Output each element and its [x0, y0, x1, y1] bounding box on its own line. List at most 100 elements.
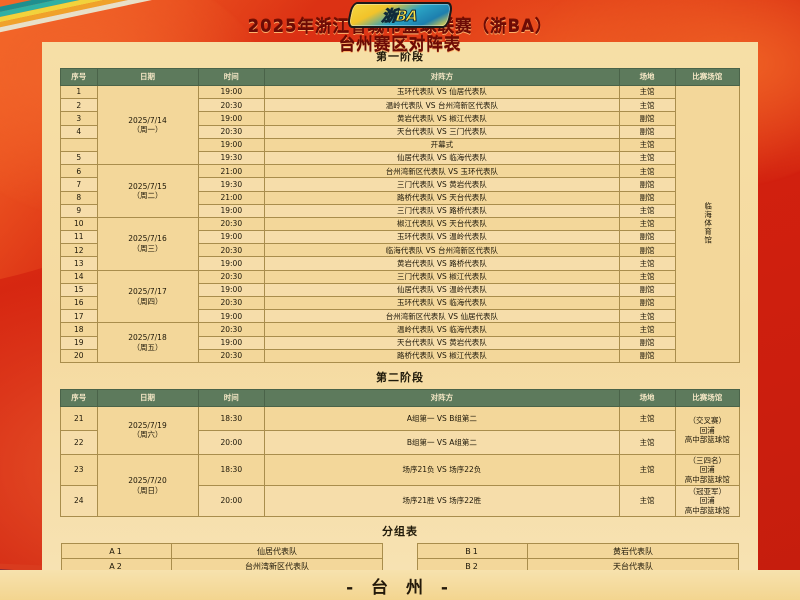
stage1-cell-time: 20:30 — [197, 269, 266, 284]
stage1-cell-time: 21:00 — [197, 164, 266, 179]
stage1-cell-match: 黄岩代表队 VS 椒江代表队 — [264, 111, 620, 126]
stage1-row: 18 2025/7/18 （周五） 20:30 温岭代表队 VS 临海代表队 主馆 — [60, 322, 740, 363]
stage1-cell-no: 12 — [60, 243, 98, 258]
stage1-cell-time: 19:00 — [197, 230, 266, 245]
stage1-cell-place: 副馆 — [618, 124, 676, 139]
stage2-cell-match: B组第一 VS A组第二 — [264, 429, 620, 455]
stage1-cell-no: 16 — [60, 295, 98, 311]
stage2-row: 24 20:00 场序21胜 VS 场序22胜 主馆 （冠亚军） 回浦 高中部篮球馆 — [60, 485, 740, 518]
stage2-header-row: 序号 日期 时间 对阵方 场地 比赛场馆 — [60, 388, 740, 407]
stage1-cell-time: 19:00 — [197, 282, 266, 298]
stage1-cell-time: 19:00 — [197, 137, 266, 152]
stage1-cell-no: 17 — [60, 309, 98, 324]
stage1-col-date: 日期 — [96, 68, 199, 86]
stage1-row: 1 2025/7/14 （周一） 19:00 玉环代表队 VS 仙居代表队 主馆 临海体育馆 — [60, 84, 740, 363]
stage1-cell-match: 路桥代表队 VS 天台代表队 — [264, 190, 620, 205]
stage1-cell-no: 2 — [60, 98, 98, 113]
stage1-cell-place: 主馆 — [618, 269, 676, 284]
stage1-cell-no: 6 — [60, 164, 98, 179]
stage2-cell-time: 20:00 — [197, 429, 266, 455]
stage2-cell-no: 22 — [60, 429, 98, 455]
stage1-cell-date: 2025/7/17 （周四） — [96, 269, 199, 324]
stage1-cell-no: 19 — [60, 335, 98, 350]
zhejiang-ba-logo: 浙BA — [346, 2, 454, 28]
stage1-cell-place: 主馆 — [618, 164, 676, 179]
stage1-table-body: 1 2025/7/14 （周一） 19:00 玉环代表队 VS 仙居代表队 主馆 临海体育馆… — [60, 84, 740, 363]
stage1-row: 2 20:30 温岭代表队 VS 台州湾新区代表队 主馆 — [60, 98, 740, 113]
stage1-cell-place: 主馆 — [618, 203, 676, 218]
stage2-cell-match: 场序21胜 VS 场序22胜 — [264, 485, 620, 518]
headline-line-2: 台州赛区对阵表 — [338, 34, 462, 54]
stage2-cell-match: A组第一 VS B组第二 — [264, 405, 620, 431]
stage1-cell-match: 天台代表队 VS 黄岩代表队 — [264, 335, 620, 350]
stage1-cell-no: 7 — [60, 177, 98, 192]
stage1-cell-time: 20:30 — [197, 216, 266, 232]
stage1-row: 15 19:00 仙居代表队 VS 温岭代表队 副馆 — [60, 282, 740, 298]
stage2-table-head: 序号 日期 时间 对阵方 场地 比赛场馆 — [60, 388, 740, 407]
stage2-cell-no: 24 — [60, 485, 98, 518]
stage1-row: 20 20:30 路桥代表队 VS 椒江代表队 副馆 — [60, 348, 740, 363]
stage1-row: 13 19:00 黄岩代表队 VS 路桥代表队 主馆 — [60, 256, 740, 271]
stage1-cell-match: 三门代表队 VS 黄岩代表队 — [264, 177, 620, 192]
stage1-row: 19 19:00 天台代表队 VS 黄岩代表队 副馆 — [60, 335, 740, 350]
stage2-col-match: 对阵方 — [264, 388, 620, 407]
stage1-cell-time: 20:30 — [197, 98, 266, 113]
stage1-cell-no: 5 — [60, 150, 98, 166]
stage1-cell-place: 主馆 — [618, 137, 676, 152]
stage1-cell-time: 19:00 — [197, 111, 266, 126]
group-b-row: B1 黄岩代表队 — [417, 543, 739, 560]
stage1-cell-place: 副馆 — [618, 295, 676, 311]
stage1-cell-place: 副馆 — [618, 243, 676, 258]
stage1-cell-time: 19:00 — [197, 335, 266, 350]
stage2-cell-venue: （交叉赛） 回浦 高中部篮球馆 — [674, 405, 740, 455]
stage2-cell-no: 23 — [60, 453, 98, 487]
stage1-cell-match: 玉环代表队 VS 仙居代表队 — [264, 84, 620, 100]
stage1-cell-date: 2025/7/18 （周五） — [96, 322, 199, 363]
stage1-cell-no: 1 — [60, 84, 98, 100]
stage1-cell-place: 主馆 — [618, 150, 676, 166]
stage1-table-head: 序号 日期 时间 对阵方 场地 比赛场馆 — [60, 68, 740, 86]
stage1-cell-place: 副馆 — [618, 282, 676, 298]
stage1-cell-place: 副馆 — [618, 335, 676, 350]
stage1-cell-no: 18 — [60, 322, 98, 337]
stage1-col-match: 对阵方 — [264, 68, 620, 86]
stage1-cell-place: 主馆 — [618, 216, 676, 232]
stage1-cell-place: 副馆 — [618, 230, 676, 245]
stage2-title: 第二阶段 — [376, 370, 424, 384]
stage1-cell-match: 温岭代表队 VS 台州湾新区代表队 — [264, 98, 620, 113]
stage1-col-time: 时间 — [197, 68, 266, 86]
stage2-cell-place: 主馆 — [618, 405, 676, 431]
stage1-cell-time: 20:30 — [197, 348, 266, 363]
stage2-cell-place: 主馆 — [618, 453, 676, 487]
stage1-cell-no: 8 — [60, 190, 98, 205]
stage1-cell-match: 仙居代表队 VS 临海代表队 — [264, 150, 620, 166]
stage1-cell-no: 3 — [60, 111, 98, 126]
stage1-cell-time: 19:00 — [197, 256, 266, 271]
stage1-cell-place: 副馆 — [618, 177, 676, 192]
stage2-cell-place: 主馆 — [618, 429, 676, 455]
stage1-cell-no: 4 — [60, 124, 98, 139]
stage1-row: 5 19:30 仙居代表队 VS 临海代表队 主馆 — [60, 150, 740, 166]
city-mark: - 台 州 - — [346, 577, 454, 598]
stage1-cell-no — [60, 137, 98, 152]
stage1-cell-venue: 临海体育馆 — [674, 85, 740, 363]
stage1-cell-place: 副馆 — [618, 190, 676, 205]
stage2-cell-time: 20:00 — [197, 485, 266, 518]
stage1-cell-match: 温岭代表队 VS 临海代表队 — [264, 322, 620, 337]
stage1-cell-time: 21:00 — [197, 190, 266, 205]
stage1-cell-place: 主馆 — [618, 322, 676, 337]
stage2-table: 序号 日期 时间 对阵方 场地 比赛场馆 21 2025/7/19 （周六） 18:3… — [60, 388, 740, 518]
stage2-row: 22 20:00 B组第一 VS A组第二 主馆 — [60, 429, 740, 455]
stage1-cell-no: 13 — [60, 256, 98, 271]
stage1-cell-place: 主馆 — [618, 84, 676, 100]
stage1-cell-no: 15 — [60, 282, 98, 298]
stage1-cell-date: 2025/7/14 （周一） — [96, 84, 199, 166]
stage1-venue-label: 临海体育馆 — [703, 201, 713, 245]
group-a-row: A1 仙居代表队 — [61, 543, 383, 560]
stage2-cell-time: 18:30 — [197, 405, 266, 431]
group-b-cell-key: B1 — [417, 543, 528, 560]
stage2-cell-no: 21 — [60, 405, 98, 431]
stage2-col-place: 场地 — [618, 388, 676, 407]
stage1-cell-date: 2025/7/15 （周二） — [96, 164, 199, 218]
stage1-cell-match: 三门代表队 VS 路桥代表队 — [264, 203, 620, 218]
